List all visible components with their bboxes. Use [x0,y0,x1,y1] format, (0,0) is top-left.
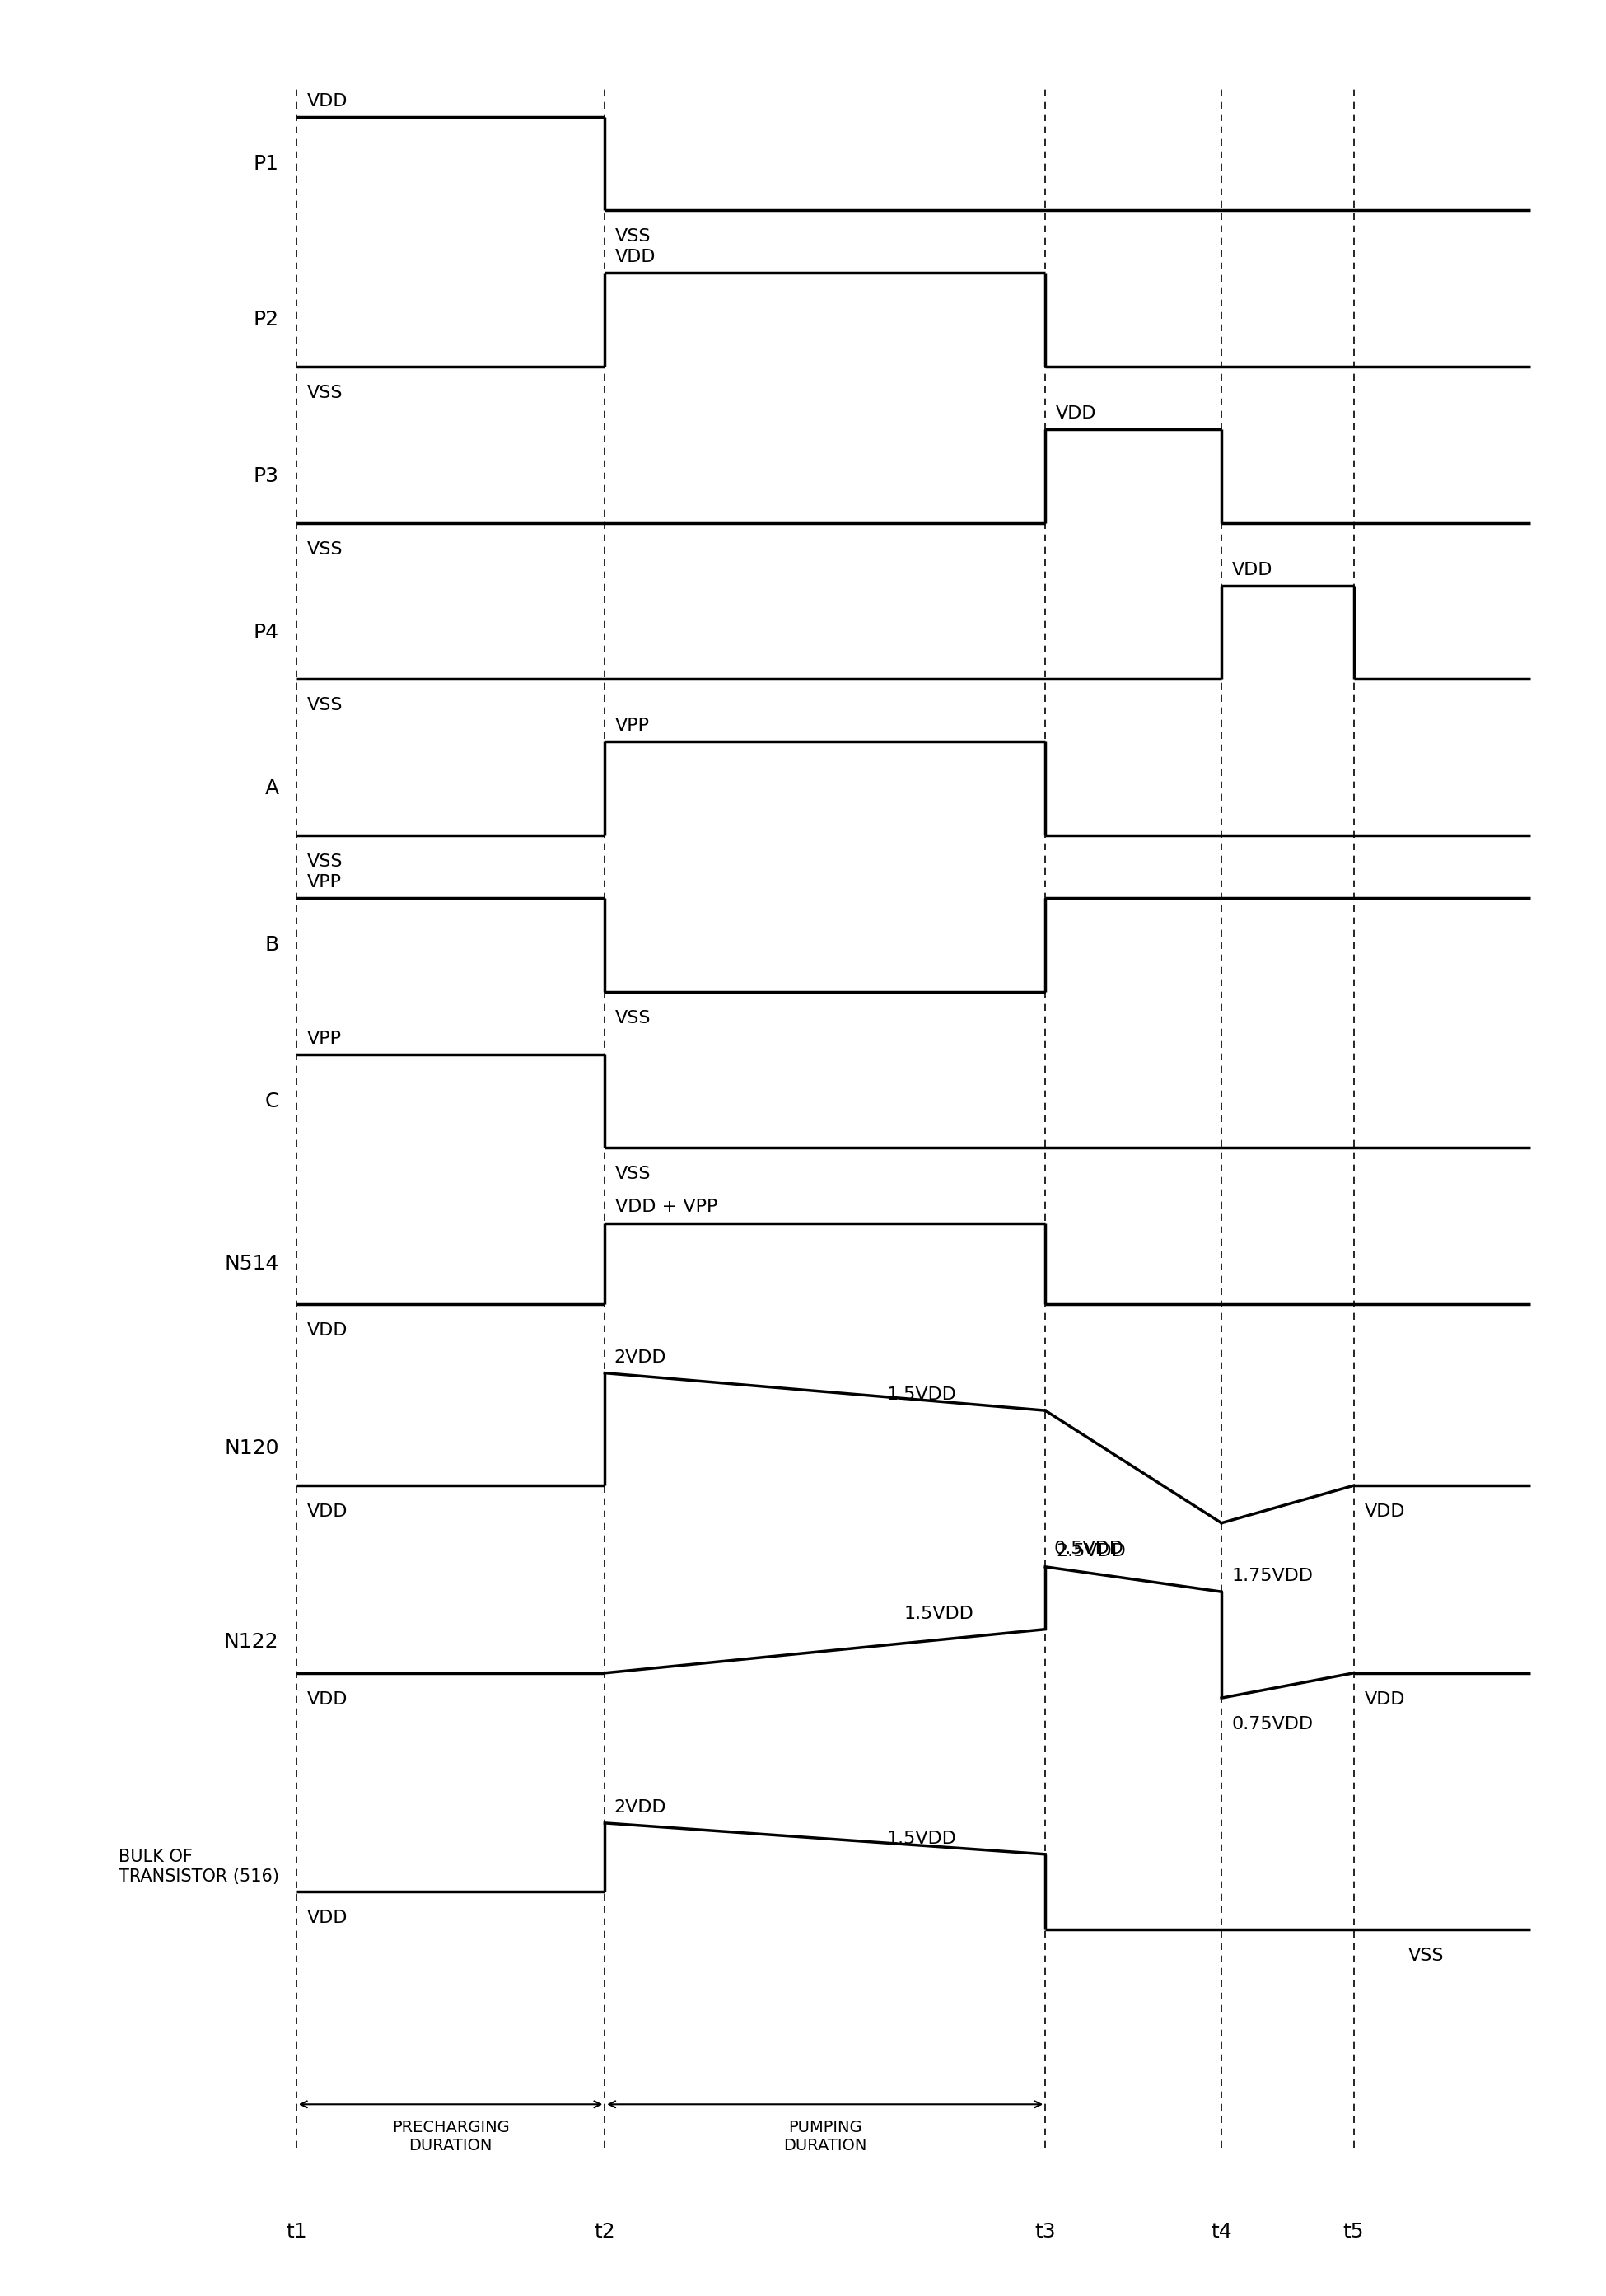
Text: VDD: VDD [1232,563,1274,579]
Text: PRECHARGING
DURATION: PRECHARGING DURATION [392,2119,509,2154]
Text: P4: P4 [254,622,279,643]
Text: VSS: VSS [307,698,342,714]
Text: 2VDD: 2VDD [613,1800,666,1816]
Text: 2VDD: 2VDD [613,1350,666,1366]
Text: VSS: VSS [615,227,650,246]
Text: N120: N120 [223,1437,279,1458]
Text: 0.5VDD: 0.5VDD [1054,1541,1124,1557]
Text: VSS: VSS [307,854,342,870]
Text: t4: t4 [1211,2223,1232,2241]
Text: C: C [265,1091,279,1111]
Text: VDD: VDD [615,248,657,266]
Text: VDD: VDD [1363,1504,1405,1520]
Text: VSS: VSS [1408,1947,1444,1963]
Text: VDD + VPP: VDD + VPP [615,1199,718,1215]
Text: P1: P1 [254,154,279,174]
Text: VSS: VSS [307,386,342,402]
Text: VPP: VPP [307,1031,342,1047]
Text: VDD: VDD [1055,406,1097,422]
Text: 1.5VDD: 1.5VDD [904,1605,975,1621]
Text: 1.5VDD: 1.5VDD [887,1830,957,1846]
Text: 0.75VDD: 0.75VDD [1232,1715,1314,1733]
Text: VDD: VDD [307,1322,349,1339]
Text: t3: t3 [1034,2223,1055,2241]
Text: VDD: VDD [307,1504,349,1520]
Text: VDD: VDD [307,1910,349,1926]
Text: VDD: VDD [307,92,349,110]
Text: PUMPING
DURATION: PUMPING DURATION [784,2119,867,2154]
Text: N122: N122 [223,1632,279,1651]
Text: VSS: VSS [615,1166,650,1182]
Text: B: B [265,934,279,955]
Text: N514: N514 [225,1254,279,1274]
Text: t5: t5 [1343,2223,1363,2241]
Text: P2: P2 [254,310,279,331]
Text: A: A [265,778,279,799]
Text: 1.5VDD: 1.5VDD [887,1387,957,1403]
Text: VPP: VPP [615,719,650,735]
Text: P3: P3 [254,466,279,487]
Text: VDD: VDD [307,1690,349,1708]
Text: VDD: VDD [1363,1690,1405,1708]
Text: 2.5VDD: 2.5VDD [1055,1543,1126,1559]
Text: BULK OF
TRANSISTOR (516): BULK OF TRANSISTOR (516) [119,1848,279,1885]
Text: t2: t2 [594,2223,615,2241]
Text: VPP: VPP [307,875,342,891]
Text: VSS: VSS [615,1010,650,1026]
Text: VSS: VSS [307,542,342,558]
Text: 1.75VDD: 1.75VDD [1232,1568,1314,1584]
Text: t1: t1 [286,2223,307,2241]
